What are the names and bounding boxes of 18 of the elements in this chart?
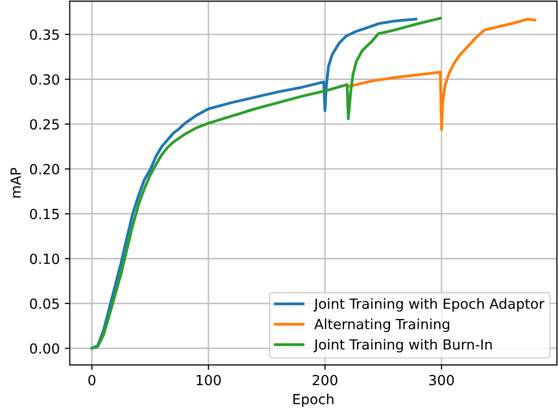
y-tick-label: 0.15 [30, 208, 59, 220]
x-tick-label: 300 [429, 374, 454, 386]
y-tick-label: 0.25 [30, 119, 59, 130]
x-tick-label: 0 [88, 374, 96, 386]
legend-label: Joint Training with Epoch Adaptor [313, 298, 544, 312]
y-tick-label: 0.20 [30, 164, 60, 174]
y-tick-label: 0.30 [30, 74, 60, 85]
legend-label: Alternating Training [314, 318, 450, 332]
y-tick-label: 0.35 [30, 29, 59, 40]
y-axis-title: mAP [10, 168, 21, 198]
x-tick-label: 100 [196, 374, 221, 386]
x-tick-label: 200 [312, 374, 338, 386]
legend-label: Joint Training with Burn-In [313, 338, 492, 352]
x-axis-title: Epoch [293, 394, 334, 408]
y-tick-label: 0.05 [30, 298, 59, 309]
y-tick-label: 0.00 [30, 343, 60, 354]
y-tick-label: 0.10 [30, 254, 60, 264]
line-series [346, 18, 536, 131]
